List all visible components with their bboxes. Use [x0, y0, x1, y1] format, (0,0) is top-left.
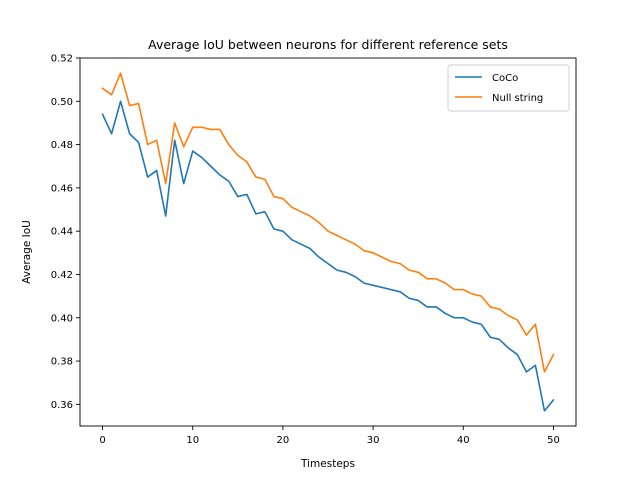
- y-tick-label: 0.50: [51, 97, 73, 108]
- y-tick-label: 0.38: [51, 357, 73, 368]
- y-tick-label: 0.52: [51, 54, 73, 65]
- plot-area: 0 10 20 30 40 50 0.36 0.38 0.40 0.42 0.44 0.46 0.48 0…: [51, 54, 577, 446]
- plot-frame: [79, 57, 577, 427]
- legend-box: [447, 64, 570, 112]
- y-tick-label: 0.40: [51, 313, 73, 324]
- y-tick-label: 0.46: [51, 183, 73, 194]
- y-axis-label: Average IoU: [21, 220, 33, 284]
- y-tick-label: 0.48: [51, 140, 73, 151]
- x-tick-label: 40: [457, 435, 470, 446]
- x-axis-label: Timesteps: [300, 458, 355, 470]
- legend: CoCo Null string: [447, 64, 570, 112]
- x-tick-label: 10: [186, 435, 199, 446]
- legend-label-1: CoCo: [492, 73, 518, 84]
- legend-label-2: Null string: [492, 93, 543, 104]
- x-tick-label: 20: [277, 435, 290, 446]
- y-tick-label: 0.36: [51, 400, 73, 411]
- series-line-1: [101, 100, 555, 412]
- x-tick-label: 50: [547, 435, 560, 446]
- y-tick-label: 0.44: [51, 227, 73, 238]
- x-tick-label: 30: [367, 435, 380, 446]
- series-line-2: [101, 72, 555, 373]
- y-tick-label: 0.42: [51, 270, 73, 281]
- x-tick-label: 0: [99, 435, 105, 446]
- chart-title: Average IoU between neurons for differen…: [148, 37, 508, 52]
